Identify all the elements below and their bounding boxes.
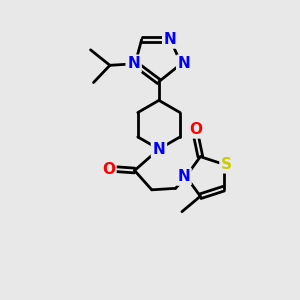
Text: N: N bbox=[178, 56, 190, 71]
Text: N: N bbox=[127, 56, 140, 71]
Text: N: N bbox=[152, 142, 165, 157]
Text: O: O bbox=[189, 122, 203, 137]
Text: N: N bbox=[164, 32, 177, 47]
Text: O: O bbox=[102, 161, 115, 176]
Text: N: N bbox=[177, 169, 190, 184]
Text: S: S bbox=[221, 157, 232, 172]
